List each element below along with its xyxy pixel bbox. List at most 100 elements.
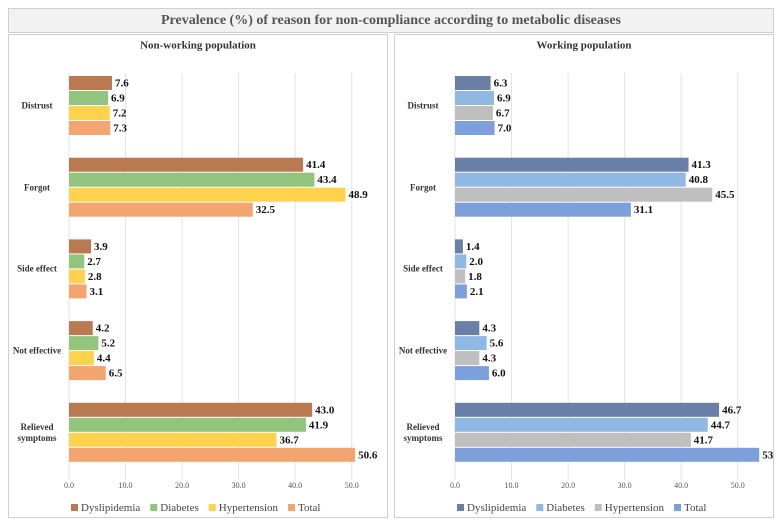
bar (69, 402, 313, 417)
data-label: 7.2 (113, 108, 127, 120)
data-label: 1.8 (468, 271, 482, 283)
legend-swatch (457, 504, 464, 511)
legend-swatch (71, 504, 78, 511)
bar (69, 366, 106, 381)
data-label: 36.7 (280, 434, 300, 446)
bar (455, 321, 480, 336)
bar (455, 202, 631, 217)
data-label: 7.3 (113, 123, 127, 135)
data-label: 32.5 (256, 204, 276, 216)
legend-label: Hypertension (219, 502, 279, 514)
bar (455, 157, 689, 172)
y-tick-label: Forgot (410, 182, 436, 193)
x-tick-label: 10.0 (505, 481, 519, 490)
bar (69, 447, 356, 462)
bar (455, 447, 760, 462)
y-tick-label: Forgot (24, 182, 50, 193)
data-label: 41.3 (692, 159, 712, 171)
data-label: 5.6 (490, 338, 504, 350)
bar (455, 432, 691, 447)
data-label: 40.8 (689, 174, 709, 186)
x-tick-label: 40.0 (674, 481, 688, 490)
legend-label: Total (298, 502, 320, 514)
data-label: 3.1 (90, 286, 104, 298)
panel-title: Working population (536, 40, 631, 52)
x-tick-label: 30.0 (232, 481, 246, 490)
data-label: 43.0 (315, 404, 335, 416)
data-label: 4.3 (482, 353, 496, 365)
bar (69, 321, 93, 336)
bar (69, 239, 92, 254)
data-label: 6.7 (496, 108, 510, 120)
bar (455, 91, 495, 105)
data-label: 44.7 (711, 419, 731, 431)
chart-panel: Non-working population 0.0 10.0 20.0 30.0 40.… (8, 34, 388, 518)
x-tick-label: 0.0 (450, 481, 460, 490)
legend-label: Dyslipidemia (467, 502, 526, 514)
y-tick-label: Not effective (12, 345, 62, 356)
bar (69, 76, 112, 90)
bar (455, 351, 480, 366)
legend-label: Diabetes (160, 502, 198, 514)
y-tick-label: Side effect (17, 263, 57, 274)
data-label: 46.7 (722, 404, 742, 416)
bar (69, 336, 99, 351)
data-label: 7.6 (115, 78, 129, 90)
data-label: 2.0 (469, 256, 483, 268)
chart: Working population 0.0 10.0 20.0 30.0 40.0 50.… (450, 40, 773, 515)
x-tick-label: 0.0 (64, 481, 74, 490)
data-label: 6.5 (109, 368, 123, 380)
data-label: 6.9 (111, 93, 125, 105)
data-label: 6.3 (494, 78, 508, 90)
data-label: 6.9 (497, 93, 511, 105)
data-label: 43.4 (317, 174, 337, 186)
y-tick-label: Distrust (407, 100, 439, 111)
legend-label: Dyslipidemia (81, 502, 140, 514)
data-label: 41.9 (309, 419, 329, 431)
bar (69, 91, 109, 105)
legend-label: Hypertension (605, 502, 665, 514)
data-label: 2.7 (87, 256, 101, 268)
legend-swatch (536, 504, 544, 511)
data-label: 5.2 (101, 338, 115, 350)
data-label: 7.0 (498, 123, 512, 135)
bar (69, 121, 111, 135)
data-label: 50.6 (358, 449, 378, 461)
data-label: 41.4 (306, 159, 326, 171)
y-tick-label: Not effective (398, 345, 448, 356)
bar (455, 417, 708, 432)
data-label: 2.8 (88, 271, 102, 283)
data-label: 1.4 (466, 241, 480, 253)
data-label: 31.1 (634, 204, 653, 216)
data-label: 48.9 (349, 189, 369, 201)
legend-swatch (674, 504, 682, 511)
x-tick-label: 10.0 (119, 481, 133, 490)
bar (455, 172, 686, 187)
bar (69, 157, 304, 172)
legend-swatch (594, 504, 602, 511)
y-tick-label: Relieved symptoms (403, 421, 443, 443)
x-tick-label: 30.0 (618, 481, 632, 490)
legend-label: Total (684, 502, 706, 514)
data-label: 2.1 (470, 286, 484, 298)
data-label: 45.5 (715, 189, 735, 201)
bar (455, 269, 466, 284)
legend-swatch (150, 504, 158, 511)
x-tick-label: 40.0 (288, 481, 302, 490)
bar (455, 254, 467, 269)
bar (69, 351, 94, 366)
x-tick-label: 20.0 (175, 481, 189, 490)
bar (69, 269, 85, 284)
bar (455, 284, 467, 299)
bar (455, 121, 495, 135)
data-label: 6.0 (492, 368, 506, 380)
bar (455, 402, 720, 417)
data-label: 3.9 (94, 241, 108, 253)
data-label: 4.3 (482, 323, 496, 335)
page-title: Prevalence (%) of reason for non-complia… (8, 8, 774, 33)
legend-swatch (208, 504, 216, 511)
bar (69, 254, 85, 269)
bar (69, 187, 346, 202)
data-label: 53.8 (762, 449, 773, 461)
